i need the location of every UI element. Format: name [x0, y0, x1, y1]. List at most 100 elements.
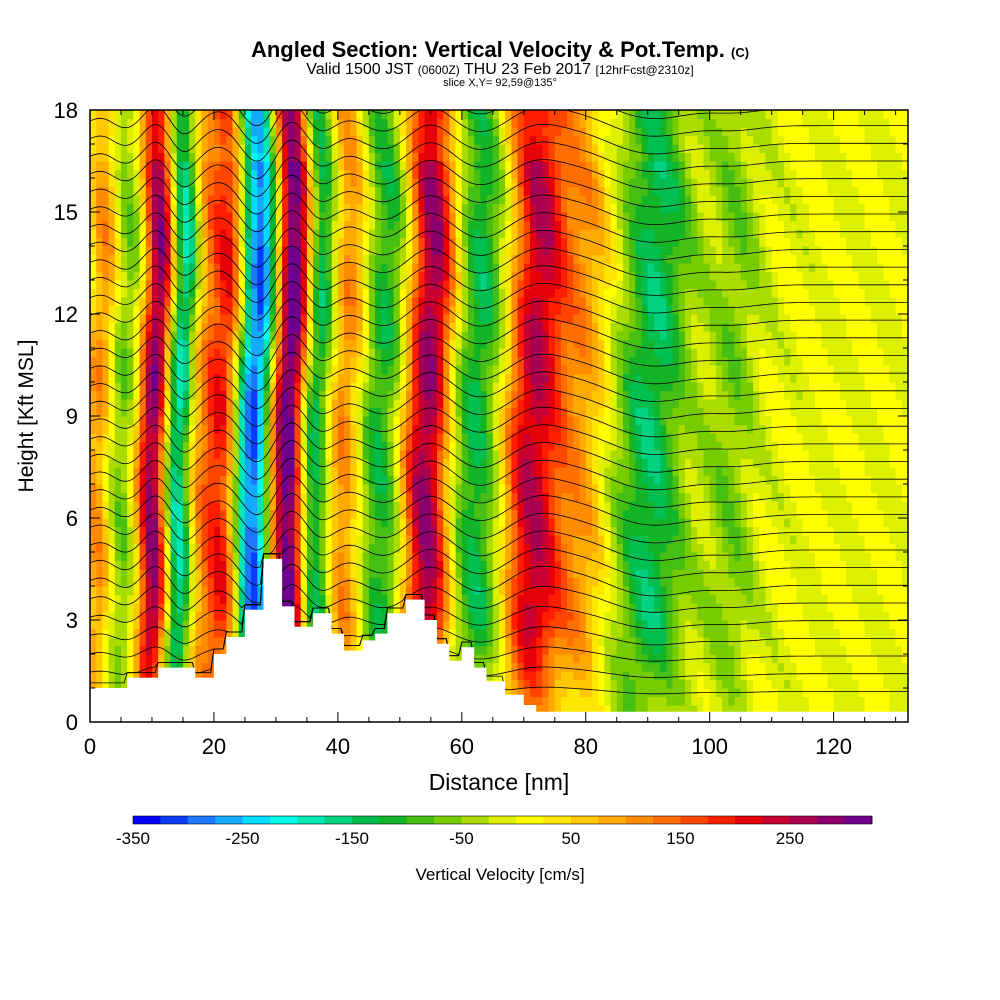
velocity-cell: [703, 679, 711, 689]
velocity-cell: [604, 441, 612, 451]
velocity-cell: [722, 484, 729, 494]
velocity-cell: [96, 552, 103, 562]
velocity-cell: [771, 569, 779, 579]
velocity-cell: [684, 586, 692, 596]
velocity-cell: [443, 424, 451, 434]
velocity-cell: [114, 424, 122, 434]
velocity-cell: [870, 577, 878, 587]
velocity-cell: [827, 535, 835, 545]
velocity-cell: [579, 611, 587, 621]
velocity-cell: [269, 535, 277, 545]
velocity-cell: [585, 407, 593, 417]
velocity-cell: [870, 433, 878, 443]
velocity-cell: [251, 467, 258, 477]
velocity-cell: [313, 535, 320, 545]
velocity-cell: [827, 509, 835, 519]
velocity-cell: [344, 603, 351, 613]
velocity-cell: [815, 637, 822, 647]
velocity-cell: [771, 501, 779, 511]
velocity-cell: [777, 501, 785, 511]
velocity-cell: [672, 526, 680, 536]
velocity-cell: [319, 450, 327, 460]
velocity-cell: [666, 399, 674, 409]
velocity-cell: [232, 450, 240, 460]
velocity-cell: [133, 450, 141, 460]
velocity-cell: [852, 467, 860, 477]
velocity-cell: [486, 433, 494, 443]
velocity-cell: [833, 450, 841, 460]
velocity-cell: [275, 501, 283, 511]
velocity-cell: [858, 475, 866, 485]
velocity-cell: [691, 475, 698, 485]
velocity-cell: [765, 586, 773, 596]
velocity-cell: [406, 535, 413, 545]
velocity-cell: [858, 611, 866, 621]
velocity-cell: [777, 705, 785, 715]
velocity-cell: [579, 441, 587, 451]
velocity-cell: [294, 586, 302, 596]
velocity-cell: [443, 458, 451, 468]
velocity-cell: [375, 433, 382, 443]
velocity-cell: [313, 407, 320, 417]
velocity-cell: [722, 552, 729, 562]
velocity-cell: [251, 475, 258, 485]
velocity-cell: [443, 509, 451, 519]
velocity-cell: [815, 586, 822, 596]
velocity-cell: [573, 535, 581, 545]
velocity-cell: [573, 662, 581, 672]
velocity-cell: [635, 620, 643, 630]
velocity-cell: [808, 543, 816, 553]
velocity-cell: [443, 501, 451, 511]
velocity-cell: [362, 603, 370, 613]
velocity-cell: [443, 543, 451, 553]
velocity-cell: [164, 560, 172, 570]
velocity-cell: [232, 594, 240, 604]
velocity-cell: [189, 586, 196, 596]
velocity-cell: [437, 569, 444, 579]
velocity-cell: [474, 458, 482, 468]
velocity-cell: [238, 475, 246, 485]
velocity-cell: [784, 594, 791, 604]
velocity-cell: [622, 628, 630, 638]
velocity-cell: [251, 552, 258, 562]
velocity-cell: [468, 603, 475, 613]
velocity-cell: [622, 552, 630, 562]
velocity-cell: [715, 594, 723, 604]
velocity-cell: [728, 679, 736, 689]
velocity-cell: [759, 526, 767, 536]
velocity-cell: [455, 467, 463, 477]
velocity-cell: [808, 705, 816, 715]
velocity-cell: [802, 594, 810, 604]
velocity-cell: [474, 475, 482, 485]
velocity-cell: [653, 577, 661, 587]
velocity-cell: [889, 526, 897, 536]
velocity-cell: [313, 501, 320, 511]
velocity-cell: [796, 688, 804, 698]
velocity-cell: [381, 416, 389, 426]
velocity-cell: [852, 552, 860, 562]
velocity-cell: [424, 611, 432, 621]
velocity-cell: [684, 560, 692, 570]
velocity-cell: [102, 450, 110, 460]
velocity-cell: [573, 543, 581, 553]
velocity-cell: [616, 552, 624, 562]
velocity-cell: [480, 450, 488, 460]
velocity-cell: [387, 552, 395, 562]
velocity-cell: [846, 603, 853, 613]
velocity-cell: [883, 526, 891, 536]
velocity-cell: [90, 424, 97, 434]
velocity-cell: [381, 492, 389, 502]
velocity-cell: [802, 484, 810, 494]
velocity-cell: [560, 407, 568, 417]
velocity-cell: [356, 645, 364, 655]
velocity-cell: [529, 543, 537, 553]
velocity-cell: [889, 416, 897, 426]
velocity-cell: [647, 628, 655, 638]
velocity-cell: [635, 509, 643, 519]
velocity-cell: [511, 577, 519, 587]
velocity-cell: [536, 569, 543, 579]
velocity-cell: [176, 569, 184, 579]
velocity-cell: [765, 424, 773, 434]
velocity-cell: [852, 620, 860, 630]
velocity-cell: [833, 569, 841, 579]
